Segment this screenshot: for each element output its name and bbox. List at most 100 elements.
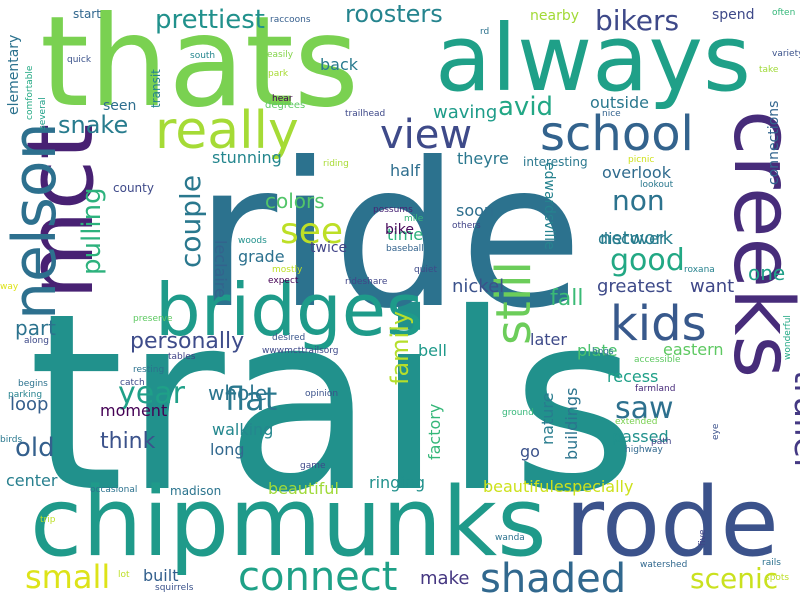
word: always bbox=[435, 5, 751, 112]
word: wonderful bbox=[783, 315, 793, 360]
word: elementary bbox=[6, 35, 22, 115]
word: comfortable bbox=[25, 65, 35, 120]
word: avid bbox=[498, 92, 553, 122]
word: nearby bbox=[530, 8, 579, 24]
word: part bbox=[15, 316, 56, 340]
word: seen bbox=[103, 98, 136, 114]
word: parking bbox=[8, 390, 42, 400]
word: farmland bbox=[635, 384, 675, 394]
word: quiet bbox=[414, 265, 437, 275]
word: lot bbox=[118, 570, 130, 580]
word: ground bbox=[502, 408, 534, 418]
word: mct bbox=[7, 124, 114, 300]
word: nature bbox=[538, 393, 557, 445]
word: small bbox=[25, 558, 110, 596]
word: factory bbox=[425, 404, 444, 460]
word: kids bbox=[610, 296, 707, 352]
word: preserve bbox=[133, 314, 173, 324]
word: birds bbox=[0, 435, 22, 445]
word: picnic bbox=[628, 155, 654, 165]
word: trails bbox=[28, 261, 639, 546]
word: whole bbox=[208, 381, 267, 405]
word: way bbox=[0, 282, 19, 292]
word: personally bbox=[130, 329, 244, 354]
word: highway bbox=[625, 445, 663, 455]
word: begins bbox=[18, 379, 48, 389]
word: nice bbox=[602, 109, 621, 119]
word: trip bbox=[40, 515, 56, 525]
word: accessible bbox=[634, 355, 681, 365]
word: half bbox=[390, 161, 420, 180]
word: walking bbox=[212, 420, 273, 439]
word: hogs bbox=[592, 347, 614, 357]
word: see bbox=[280, 211, 343, 252]
word: roosters bbox=[345, 0, 443, 28]
word: greatest bbox=[597, 276, 672, 297]
word: beautiful bbox=[268, 479, 339, 498]
word: think bbox=[100, 429, 156, 454]
word: old bbox=[15, 433, 55, 463]
word: stunning bbox=[212, 148, 282, 167]
word: shaded bbox=[480, 556, 626, 600]
word: view bbox=[380, 112, 472, 158]
word: built bbox=[143, 566, 178, 585]
word: year bbox=[118, 376, 186, 411]
word: take bbox=[759, 65, 779, 75]
word: game bbox=[300, 461, 326, 471]
word: lookout bbox=[640, 180, 674, 190]
word: leclaire bbox=[211, 240, 230, 298]
word: often bbox=[772, 8, 795, 18]
word: ringing bbox=[369, 473, 425, 492]
word: couple bbox=[174, 175, 207, 268]
word: eastern bbox=[663, 340, 724, 359]
word: plate bbox=[577, 341, 618, 360]
word: center bbox=[6, 471, 58, 490]
word: easily bbox=[267, 50, 294, 60]
word: wwwmcttrailsorg bbox=[262, 346, 339, 356]
word: trailhead bbox=[345, 109, 385, 119]
word: opinion bbox=[305, 389, 338, 399]
word: start bbox=[73, 7, 101, 21]
word: one bbox=[748, 261, 785, 285]
word: outside bbox=[590, 93, 649, 112]
word: grade bbox=[238, 247, 285, 266]
word: madison bbox=[170, 484, 221, 498]
word: recess bbox=[607, 367, 658, 386]
word: interesting bbox=[523, 155, 588, 169]
word: moment bbox=[100, 401, 167, 420]
word: squirrels bbox=[155, 583, 194, 593]
word: transit bbox=[149, 69, 163, 108]
word: school bbox=[540, 106, 694, 162]
word: county bbox=[113, 181, 154, 195]
word: hear bbox=[272, 94, 293, 104]
word: back bbox=[320, 55, 359, 74]
word: loop bbox=[10, 394, 48, 415]
word: make bbox=[420, 568, 469, 589]
word: roxana bbox=[684, 265, 715, 275]
word: wanda bbox=[495, 533, 525, 543]
word: twice bbox=[310, 240, 347, 256]
word: south bbox=[190, 51, 215, 61]
word: pulling bbox=[77, 187, 107, 275]
word: go bbox=[520, 442, 540, 461]
word: riding bbox=[323, 159, 349, 169]
word: theyre bbox=[457, 149, 509, 168]
word: catch bbox=[120, 378, 145, 388]
word: network bbox=[600, 228, 674, 249]
word: snake bbox=[58, 111, 128, 139]
word: rode bbox=[565, 468, 779, 578]
word: tables bbox=[168, 352, 196, 362]
word: nelson bbox=[0, 122, 70, 320]
word: rideshare bbox=[345, 277, 388, 287]
word: raccoons bbox=[270, 15, 311, 25]
word: connections bbox=[766, 101, 782, 185]
word: degrees bbox=[265, 100, 305, 111]
word: saw bbox=[615, 391, 674, 426]
word: edwardsville bbox=[541, 162, 557, 250]
word: resting bbox=[133, 365, 164, 375]
word: buildings bbox=[562, 388, 581, 460]
word: waving bbox=[433, 102, 497, 123]
word: chipmunks bbox=[30, 468, 547, 578]
word: thats bbox=[40, 0, 359, 135]
word: really bbox=[155, 101, 299, 161]
